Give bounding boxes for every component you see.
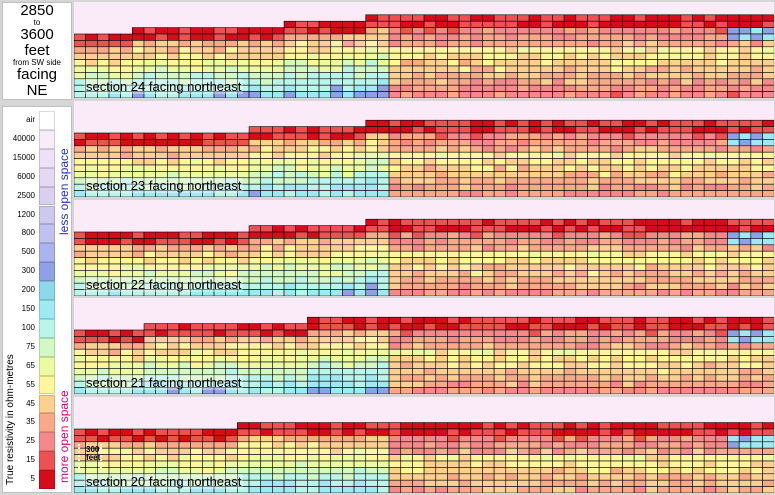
section-label: section 21 facing northeast: [84, 375, 244, 390]
resistivity-grid: [74, 422, 774, 493]
resistivity-grid: [74, 119, 774, 197]
legend-tick-label: 150: [21, 304, 35, 313]
section-panel: section 20 facing northeast: [74, 397, 774, 493]
legend-swatch: [39, 394, 55, 414]
legend-swatch: [39, 111, 55, 130]
facing-word: facing: [16, 66, 58, 83]
legend-tick-label: 65: [26, 360, 35, 370]
legend-swatch: [39, 129, 55, 149]
legend-swatch: [39, 224, 55, 244]
legend-tick-label: 5: [30, 474, 35, 484]
legend-swatch: [39, 318, 55, 338]
legend-swatch: [39, 167, 55, 187]
legend-tick-label: 25: [26, 436, 35, 446]
legend-tick-label: 100: [21, 322, 35, 332]
section-panel: section 24 facing northeast: [74, 2, 774, 98]
legend-more-open-space: more open space: [57, 390, 71, 483]
title-box: 2850 to 3600 feet from SW side facing NE: [2, 2, 72, 100]
legend-tick-label: 1200: [17, 209, 35, 219]
from-side-note: from SW side: [12, 58, 61, 67]
legend-swatch: [39, 148, 55, 168]
legend-swatch: [39, 451, 55, 471]
legend-tick-label: 75: [26, 341, 35, 351]
range-unit: feet: [24, 42, 50, 59]
legend-tick-label: 40000: [12, 133, 35, 143]
legend-tick-label: 2500: [17, 190, 35, 200]
legend-tick-label: 300: [21, 266, 35, 276]
section-label: section 20 facing northeast: [84, 474, 244, 489]
legend-swatch: [39, 470, 55, 489]
range-start: 2850: [20, 2, 54, 19]
resistivity-grid: [74, 316, 774, 394]
legend-swatch: [39, 300, 55, 319]
resistivity-grid: [74, 14, 774, 98]
range-end: 3600: [20, 26, 54, 43]
facing-direction: NE: [26, 82, 48, 99]
legend-swatch: [39, 375, 55, 395]
legend-swatch: [39, 432, 55, 452]
legend-tick-label: 15000: [12, 152, 35, 162]
legend-tick-label: 35: [26, 417, 35, 427]
section-label: section 24 facing northeast: [84, 79, 244, 94]
legend-tick-label: 6000: [17, 171, 35, 181]
legend-swatch: [39, 281, 55, 300]
section-label: section 22 facing northeast: [84, 277, 244, 292]
legend-swatch: [39, 337, 55, 357]
legend-swatch: [39, 186, 55, 206]
legend-swatch: [39, 413, 55, 433]
legend-tick-label: 55: [26, 379, 35, 389]
legend-swatch: [39, 205, 55, 225]
legend-tick-label: air: [26, 115, 35, 124]
section-panel: section 22 facing northeast: [74, 200, 774, 296]
legend-axis-label: True resistivity in ohm-metres: [5, 354, 16, 485]
resistivity-legend: air 40000 15000 6000 2500 1200 800 500 300 200 150…: [2, 106, 72, 493]
section-panel: section 23 facing northeast: [74, 101, 774, 197]
legend-swatch: [39, 243, 55, 263]
resistivity-grid: [74, 218, 774, 296]
legend-tick-label: 45: [26, 398, 35, 408]
section-panel: section 21 facing northeast: [74, 298, 774, 394]
scale-bar: 300 feet: [78, 444, 102, 472]
section-label: section 23 facing northeast: [84, 178, 244, 193]
legend-tick-label: 200: [21, 285, 35, 295]
legend-swatch: [39, 356, 55, 376]
legend-tick-label: 500: [21, 247, 35, 257]
legend-tick-label: 15: [26, 455, 35, 465]
range-to-word: to: [33, 18, 41, 27]
legend-less-open-space: less open space: [57, 148, 71, 235]
legend-swatch: [39, 262, 55, 282]
legend-tick-label: 800: [21, 228, 35, 238]
scale-bar-label: 300 feet: [86, 445, 101, 462]
